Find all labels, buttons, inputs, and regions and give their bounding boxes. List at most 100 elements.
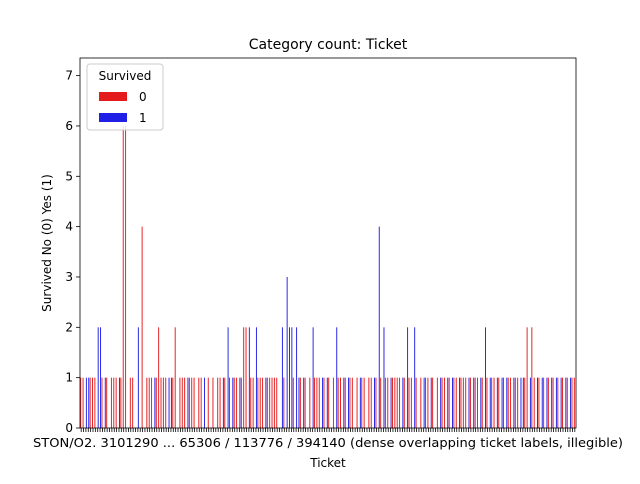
bar-s0-46 [188, 377, 190, 428]
bar-s1-111 [343, 377, 345, 428]
bar-s1-197 [546, 377, 548, 428]
bar-s0-182 [510, 377, 512, 428]
bar-s0-181 [507, 377, 509, 428]
bar-s0-79 [266, 377, 268, 428]
bar-s0-100 [316, 377, 318, 428]
bar-s0-21 [129, 377, 131, 428]
bar-s1-71 [248, 327, 250, 428]
y-tick-label-6: 6 [65, 119, 73, 133]
bar-s0-63 [229, 377, 230, 428]
bar-s0-54 [207, 377, 209, 428]
bar-s0-61 [224, 377, 226, 428]
bar-s1-190 [529, 377, 531, 428]
bar-s0-125 [375, 377, 377, 428]
y-tick-label-7: 7 [65, 69, 73, 83]
bar-s0-185 [517, 377, 519, 428]
bar-s0-194 [538, 377, 540, 428]
bar-s0-189 [526, 327, 528, 428]
bar-s1-7 [97, 327, 99, 428]
bar-s1-138 [407, 327, 409, 428]
bar-s0-158 [453, 377, 455, 428]
bar-s0-140 [410, 377, 412, 428]
bar-s0-90 [292, 377, 294, 428]
bar-s0-200 [552, 377, 554, 428]
bar-s0-115 [351, 377, 353, 428]
bar-s0-48 [193, 377, 195, 428]
bar-s0-82 [273, 377, 275, 428]
bar-s0-202 [557, 377, 559, 428]
bar-s0-184 [514, 377, 516, 428]
bar-s1-201 [555, 377, 557, 428]
bar-s0-188 [524, 377, 526, 428]
bar-s1-60 [222, 377, 224, 428]
bar-s0-175 [493, 377, 495, 428]
bar-s0-68 [240, 377, 242, 428]
bar-s1-195 [541, 377, 543, 428]
bar-s1-160 [459, 377, 461, 428]
bar-s0-209 [573, 377, 575, 428]
bar-s0-112 [344, 377, 346, 428]
bar-s0-110 [340, 377, 341, 428]
bar-s1-176 [496, 377, 498, 428]
bar-s1-166 [473, 377, 475, 428]
bar-s0-196 [543, 377, 545, 428]
bar-s0-77 [262, 377, 264, 428]
bar-s0-147 [427, 377, 429, 428]
legend-label-1: 1 [139, 111, 147, 125]
bar-s0-135 [399, 377, 401, 428]
bar-s0-167 [474, 377, 476, 428]
bar-s0-93 [299, 377, 301, 428]
bar-s1-171 [485, 327, 487, 428]
bar-s0-26 [141, 226, 143, 428]
chart-title: Category count: Ticket [249, 37, 408, 53]
bar-s1-92 [298, 377, 300, 428]
y-tick-label-3: 3 [65, 270, 73, 284]
bar-s1-187 [522, 377, 524, 428]
bar-s1-207 [570, 377, 572, 428]
bar-s0-204 [562, 377, 564, 428]
bar-s0-156 [448, 377, 450, 428]
bar-s0-159 [455, 377, 457, 428]
bar-s1-94 [303, 377, 305, 428]
bar-s0-123 [370, 377, 372, 428]
bar-s0-165 [469, 377, 471, 428]
bar-s1-118 [359, 377, 361, 428]
bar-s0-59 [219, 377, 221, 428]
bar-s0-95 [304, 377, 306, 428]
bar-s0-134 [396, 377, 398, 428]
bar-s0-149 [432, 377, 434, 428]
bar-s1-155 [447, 377, 449, 428]
bar-s0-65 [233, 377, 235, 428]
bar-s0-114 [349, 377, 351, 428]
bar-s0-6 [94, 377, 96, 428]
bar-s0-172 [486, 377, 488, 428]
bar-s1-104 [326, 377, 328, 428]
bar-s1-67 [239, 377, 241, 428]
bar-s0-192 [533, 377, 535, 428]
bar-s1-38 [170, 377, 172, 428]
bar-s0-161 [460, 377, 462, 428]
bar-s0-177 [498, 377, 500, 428]
bar-s0-206 [566, 377, 568, 428]
bar-s0-99 [314, 377, 316, 428]
bar-s0-144 [420, 377, 422, 428]
bars-group [80, 125, 575, 429]
bar-s0-76 [259, 377, 261, 428]
bar-s0-83 [276, 377, 278, 428]
bar-s1-148 [430, 377, 432, 428]
x-axis-label: Ticket [309, 456, 346, 470]
bar-s0-40 [174, 327, 176, 428]
plot-frame [79, 57, 577, 429]
bar-s0-97 [309, 377, 311, 428]
bar-s0-163 [465, 377, 467, 428]
bar-s0-174 [491, 377, 493, 428]
bar-s1-8 [100, 327, 102, 428]
bar-s1-183 [513, 377, 515, 428]
legend-label-0: 0 [139, 90, 147, 104]
bar-s1-180 [506, 377, 508, 428]
bar-s0-5 [92, 377, 93, 428]
bar-s0-36 [165, 377, 167, 428]
bar-s0-15 [115, 377, 117, 428]
bar-s1-173 [489, 377, 491, 428]
